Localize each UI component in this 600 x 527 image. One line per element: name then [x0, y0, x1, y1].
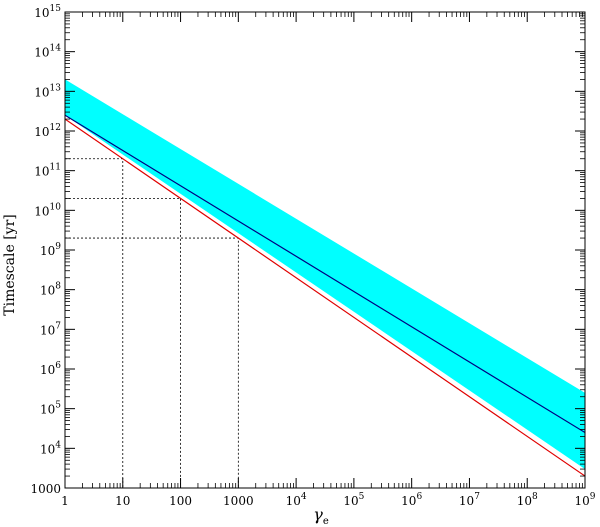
y-tick-label: 106 [40, 361, 61, 377]
y-tick-label: 107 [40, 321, 61, 337]
x-axis-title-subscript: e [323, 516, 329, 527]
reference-line-1 [65, 158, 124, 488]
y-tick-label: 1011 [34, 163, 61, 179]
axes [64, 11, 586, 489]
x-tick-label: 104 [286, 492, 307, 508]
y-tick-label: 104 [40, 440, 61, 456]
x-tick-label: 109 [574, 492, 595, 508]
y-axis-title: Timescale [yr] [2, 214, 18, 316]
series-line-2 [65, 118, 585, 477]
x-tick-label: 100 [169, 494, 192, 508]
y-tick-label: 108 [40, 282, 61, 298]
series-line-1 [65, 114, 585, 434]
x-tick-label: 106 [401, 492, 422, 508]
x-axis-title: γe [313, 505, 329, 527]
x-tick-label: 108 [517, 492, 538, 508]
y-tick-label: 1012 [34, 123, 61, 139]
x-tick-label: 10 [115, 494, 130, 508]
y-tick-label: 1010 [34, 202, 61, 218]
plot-content [65, 79, 585, 488]
x-tick-label: 1 [61, 494, 69, 508]
y-tick-label: 1014 [34, 44, 61, 60]
y-tick-label: 1015 [34, 4, 61, 20]
x-tick-label: 107 [459, 492, 480, 508]
x-axis-title-main: γ [313, 505, 323, 524]
y-tick-label: 1000 [30, 482, 61, 496]
y-tick-label: 109 [40, 242, 61, 258]
reference-line-3 [65, 237, 239, 488]
x-tick-label: 1000 [223, 494, 254, 508]
plot-area [65, 79, 585, 488]
y-tick-label: 1013 [34, 83, 61, 99]
x-tick-label: 105 [343, 492, 364, 508]
reference-line-2 [65, 197, 181, 488]
tick-labels: 1 10 100 1000 104 105 106 107 108 109 1000 104 105 10… [30, 4, 595, 508]
y-tick-label: 105 [40, 401, 61, 417]
